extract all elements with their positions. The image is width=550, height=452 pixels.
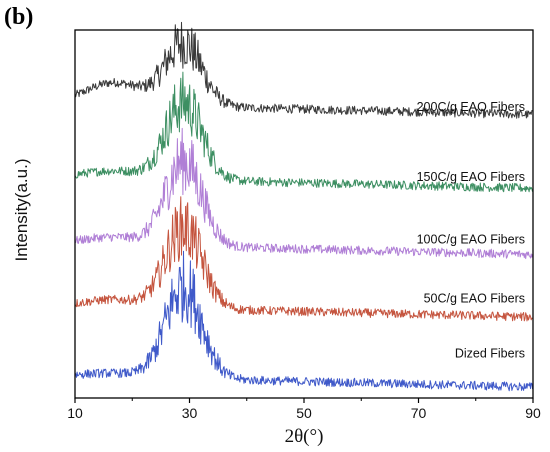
x-tick-label: 10 bbox=[67, 405, 83, 421]
series-line-2 bbox=[74, 127, 533, 260]
x-axis-label: 2θ(°) bbox=[285, 426, 324, 447]
series-line-3 bbox=[74, 196, 533, 322]
series-line-1 bbox=[74, 71, 533, 193]
series-label-1: 150C/g EAO Fibers bbox=[417, 170, 525, 184]
series-label-2: 100C/g EAO Fibers bbox=[417, 232, 525, 246]
x-ticks: 10 30 50 70 90 bbox=[67, 398, 541, 421]
x-tick-label: 30 bbox=[182, 405, 198, 421]
series-layer bbox=[74, 21, 533, 392]
series-line-4 bbox=[74, 250, 533, 392]
series-labels: 200C/g EAO Fibers 150C/g EAO Fibers 100C/g… bbox=[417, 100, 525, 361]
series-line-0 bbox=[74, 21, 533, 119]
series-label-0: 200C/g EAO Fibers bbox=[417, 100, 525, 114]
x-tick-label: 90 bbox=[525, 405, 541, 421]
x-tick-label: 70 bbox=[411, 405, 427, 421]
x-tick-label: 50 bbox=[296, 405, 312, 421]
series-label-3: 50C/g EAO Fibers bbox=[424, 291, 525, 305]
series-label-4: Dized Fibers bbox=[455, 347, 525, 361]
panel-label: (b) bbox=[4, 4, 34, 30]
